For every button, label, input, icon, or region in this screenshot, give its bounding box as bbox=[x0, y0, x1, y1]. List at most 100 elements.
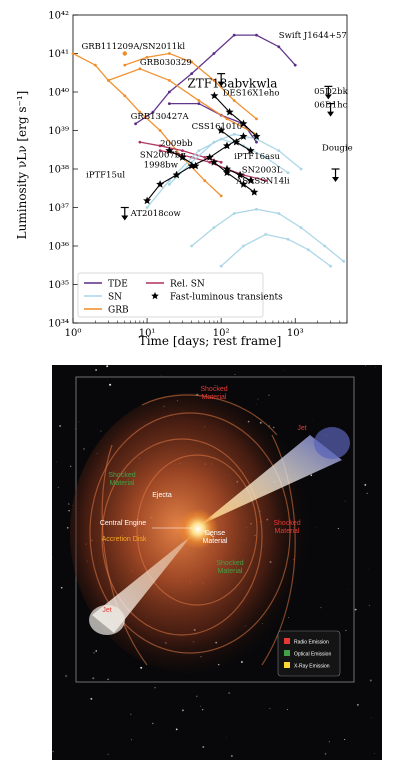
background-star bbox=[288, 617, 290, 618]
background-star bbox=[66, 526, 69, 529]
series-point bbox=[181, 149, 184, 153]
background-star bbox=[56, 461, 57, 463]
series-point bbox=[342, 259, 346, 263]
chart-annotations: GRB111209A/SN2011kl GRB030329 Swift J1644+… bbox=[81, 31, 352, 219]
background-star bbox=[154, 687, 156, 689]
fast-transient-star bbox=[225, 107, 234, 116]
fast-transient-star bbox=[232, 137, 241, 146]
series-point bbox=[212, 79, 216, 82]
legend-box bbox=[77, 272, 264, 318]
background-star bbox=[60, 586, 63, 589]
illustration-label-line: Material bbox=[203, 538, 228, 545]
background-star bbox=[77, 712, 78, 714]
fast-transient-star bbox=[239, 119, 248, 128]
series-point bbox=[219, 194, 223, 198]
legend-label: TDE bbox=[108, 280, 128, 290]
upper-limit-arrowhead bbox=[121, 215, 129, 221]
series-point bbox=[212, 140, 216, 144]
chart-axes: 10⁰ 10¹ 10² 10³ 10³⁴ 10³⁵ 10³⁶ 10³⁷ 10³⁸ 10³⁹ 10⁴⁰… bbox=[48, 11, 348, 339]
series-point bbox=[299, 226, 303, 230]
upper-limit-arrowhead bbox=[332, 177, 340, 182]
background-star bbox=[374, 366, 376, 368]
legend-label: SN bbox=[108, 293, 122, 303]
background-star bbox=[196, 695, 198, 697]
illustration-label: Accretion Disk bbox=[102, 536, 147, 543]
series-point bbox=[167, 182, 171, 186]
series-point bbox=[293, 63, 297, 67]
background-star bbox=[52, 750, 54, 753]
background-star bbox=[175, 728, 178, 731]
background-star bbox=[365, 365, 366, 367]
chart-annotation: GRB130427A bbox=[131, 112, 190, 122]
background-star bbox=[316, 527, 318, 529]
chart-marks bbox=[120, 51, 340, 221]
series-point bbox=[145, 55, 149, 59]
emission-legend: Radio Emission Optical Emission X-Ray Emis… bbox=[284, 638, 331, 670]
background-star bbox=[368, 605, 370, 607]
series-point bbox=[329, 264, 332, 268]
emission-legend-box bbox=[277, 630, 341, 677]
series-point bbox=[212, 52, 216, 55]
chart-annotation: 06D1hc bbox=[314, 100, 348, 110]
chart-annotation: SN2003L bbox=[242, 166, 283, 176]
grb-point-marker bbox=[122, 51, 127, 56]
legend-star-icon bbox=[151, 292, 159, 300]
chart-annotation: CSS161010 bbox=[192, 122, 242, 132]
fast-transient-star bbox=[250, 188, 259, 196]
background-star bbox=[371, 717, 372, 719]
series-point bbox=[203, 156, 207, 159]
background-star bbox=[228, 692, 231, 695]
background-star bbox=[65, 674, 68, 678]
series-point bbox=[158, 129, 162, 132]
chart-annotation: iPTF15ul bbox=[86, 171, 125, 181]
series-point bbox=[208, 160, 212, 164]
illustration-label-line: Shocked bbox=[200, 386, 227, 393]
fast-transient-star bbox=[223, 168, 231, 177]
series-point bbox=[299, 167, 303, 171]
series-point bbox=[232, 33, 236, 37]
series-point bbox=[277, 149, 281, 153]
background-star bbox=[52, 556, 53, 559]
chart-annotation: GRB030329 bbox=[140, 58, 192, 68]
background-star bbox=[284, 370, 285, 372]
background-star bbox=[93, 651, 95, 654]
upper-jet bbox=[200, 435, 342, 525]
fast-transient-star bbox=[172, 170, 181, 179]
series-point bbox=[255, 33, 258, 37]
y-tick-label: 10³⁷ bbox=[48, 203, 69, 214]
fast-transient-star bbox=[217, 126, 226, 134]
illustration-label: Shocked Material bbox=[273, 520, 300, 535]
background-star bbox=[160, 375, 162, 377]
illustration-label-line: Shocked bbox=[273, 520, 300, 527]
background-star bbox=[324, 753, 327, 755]
background-star bbox=[106, 365, 109, 368]
series-point bbox=[138, 140, 142, 144]
background-star bbox=[346, 589, 348, 590]
series-point bbox=[190, 60, 194, 64]
fast-transient-star bbox=[223, 141, 231, 150]
series-point bbox=[255, 140, 258, 144]
series-point bbox=[197, 149, 201, 153]
series-point bbox=[138, 110, 142, 114]
series-point bbox=[203, 179, 207, 182]
fast-transient-line bbox=[213, 95, 257, 137]
y-axis-label: Luminosity νLν [erg s⁻¹] bbox=[15, 91, 29, 240]
chart-annotation: SN2007bg bbox=[140, 150, 186, 160]
series-point bbox=[190, 72, 194, 76]
illustration-label-line: Accretion Disk bbox=[102, 536, 147, 543]
chart-annotation: Swift J1644+57 bbox=[279, 31, 347, 41]
series-point bbox=[264, 233, 268, 236]
series-point bbox=[158, 144, 162, 148]
chart-legend: TDE Rel. SN SN Fast-luminous transients GRB bbox=[77, 272, 283, 318]
illustration-label-line: Jet bbox=[102, 607, 111, 614]
background-star bbox=[107, 753, 109, 755]
series-point bbox=[151, 110, 155, 114]
series-point bbox=[123, 94, 127, 98]
series-point bbox=[134, 122, 138, 126]
background-star bbox=[202, 746, 205, 748]
x-axis-label: Time [days; rest frame] bbox=[139, 334, 282, 348]
background-star bbox=[182, 709, 184, 712]
series-point bbox=[277, 212, 281, 215]
series-point bbox=[286, 237, 290, 241]
background-star bbox=[95, 650, 97, 652]
